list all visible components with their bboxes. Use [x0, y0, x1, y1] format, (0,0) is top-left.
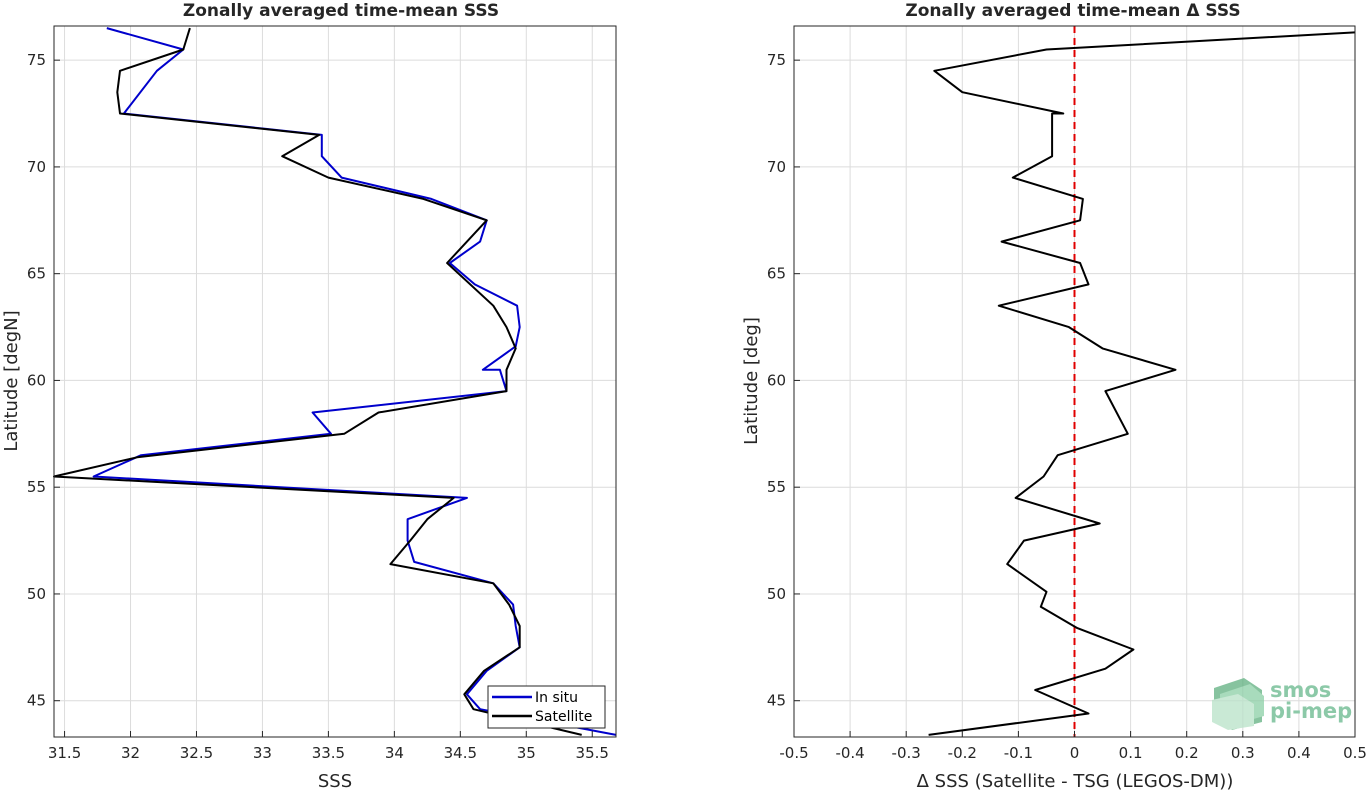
right-x-tick-label: -0.3	[892, 744, 921, 762]
right-x-axis-label: Δ SSS (Satellite - TSG (LEGOS-DM))	[917, 771, 1234, 791]
left-y-tick-label: 45	[27, 692, 46, 710]
right-x-tick-label: 0.2	[1175, 744, 1199, 762]
left-y-tick-label: 75	[27, 51, 46, 69]
left-y-tick-label: 60	[27, 371, 46, 389]
right-x-tick-label: 0.1	[1119, 744, 1143, 762]
left-x-tick-label: 35.5	[576, 744, 609, 762]
right-x-tick-label: -0.5	[779, 744, 808, 762]
right-x-tick-label: -0.4	[835, 744, 864, 762]
left-x-axis-label: SSS	[318, 771, 352, 791]
right-x-tick-label: 0.3	[1231, 744, 1255, 762]
right-y-axis-label: Latitude [deg]	[741, 317, 762, 445]
left-y-axis-label: Latitude [degN]	[1, 310, 22, 451]
right-x-tick-label: -0.2	[948, 744, 977, 762]
left-grid	[54, 26, 616, 737]
logo-mark-icon	[1212, 678, 1264, 730]
right-y-tick-label: 65	[767, 265, 786, 283]
left-y-tick-label: 70	[27, 158, 46, 176]
right-y-tick-label: 60	[767, 371, 786, 389]
right-x-tick-label: 0.4	[1287, 744, 1311, 762]
left-chart-title: Zonally averaged time-mean SSS	[183, 1, 499, 21]
right-x-ticks: -0.5 -0.4 -0.3 -0.2 -0.1 0 0.1 0.2 0.3 0.4 0.5	[779, 731, 1367, 762]
legend-label-satellite: Satellite	[535, 709, 592, 725]
right-x-tick-label: 0.5	[1343, 744, 1367, 762]
right-chart-title: Zonally averaged time-mean Δ SSS	[905, 1, 1240, 21]
right-series-line-delta-sss	[928, 31, 1356, 736]
left-x-tick-label: 34.5	[444, 744, 477, 762]
right-y-tick-label: 50	[767, 585, 786, 603]
left-panel: Zonally averaged time-mean SSS 31.5 32 32.…	[1, 1, 617, 791]
left-series-line-in-situ	[92, 27, 617, 736]
left-x-tick-label: 32.5	[180, 744, 213, 762]
left-x-tick-label: 31.5	[48, 744, 81, 762]
left-y-tick-label: 50	[27, 585, 46, 603]
logo-text-line2: pi-mep	[1270, 699, 1352, 723]
left-x-tick-label: 32	[121, 744, 140, 762]
right-x-tick-label: 0	[1070, 744, 1080, 762]
left-x-tick-label: 33.5	[312, 744, 345, 762]
right-y-tick-label: 55	[767, 478, 786, 496]
left-axes-box	[53, 25, 617, 738]
left-y-tick-label: 65	[27, 265, 46, 283]
right-y-tick-label: 70	[767, 158, 786, 176]
left-x-tick-label: 35	[517, 744, 536, 762]
left-x-tick-label: 33	[253, 744, 272, 762]
left-series-group	[53, 27, 617, 736]
left-series-line-satellite	[53, 27, 582, 736]
right-panel: Zonally averaged time-mean Δ SSS -0.5 -0.…	[741, 1, 1367, 791]
legend-label-in-situ: In situ	[535, 690, 578, 706]
left-y-ticks: 45 50 55 60 65 70 75	[27, 51, 60, 710]
right-series-group	[928, 31, 1356, 736]
smos-pi-mep-logo: smos pi-mep	[1212, 678, 1352, 730]
left-y-tick-label: 55	[27, 478, 46, 496]
right-y-tick-label: 75	[767, 51, 786, 69]
right-y-ticks: 45 50 55 60 65 70 75	[767, 51, 800, 710]
right-x-tick-label: -0.1	[1004, 744, 1033, 762]
logo-text-line1: smos	[1270, 678, 1331, 702]
left-x-tick-label: 34	[385, 744, 404, 762]
legend-box	[487, 685, 606, 729]
left-x-ticks: 31.5 32 32.5 33 33.5 34 34.5 35 35.5	[48, 731, 609, 762]
legend: In situ Satellite	[487, 685, 606, 729]
right-y-tick-label: 45	[767, 692, 786, 710]
